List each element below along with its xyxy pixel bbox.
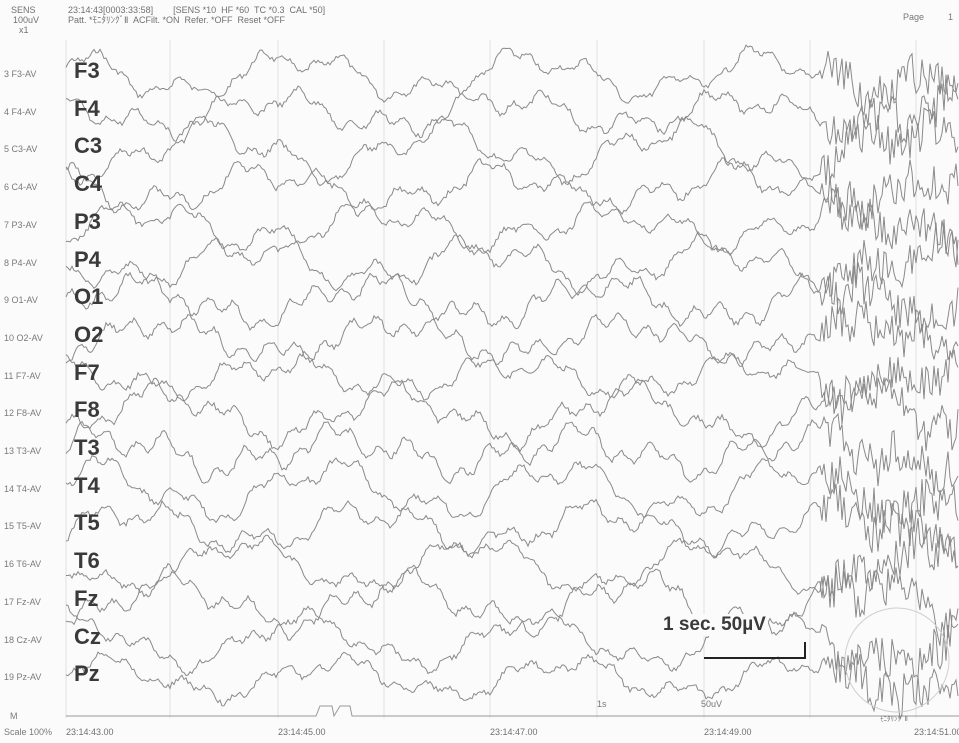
channel-label: 15 T5-AV [4,521,42,532]
channel-label: 3 F3-AV [4,69,37,79]
electrode-name: F8 [74,397,100,423]
electrode-name: C3 [74,133,103,159]
eeg-trace [65,349,959,414]
electrode-name: F7 [74,359,100,385]
electrode-name: F3 [74,58,100,83]
montage-mark: ﾓﾆﾀﾘﾝｸﾞⅡ [880,716,908,723]
header-line-2: Patt. *ﾓﾆﾀﾘﾝｸﾞⅡ ACFilt. *ON Refer. *OFF … [68,15,285,25]
time-label-3: 23:14:49.00 [704,727,752,737]
marker-label: M [10,711,18,721]
channel-label: 10 O2-AV [4,332,43,343]
scale-bar-vertical [804,642,806,658]
channel-label: 7 P3-AV [4,219,37,230]
page-label: Page [903,12,925,22]
electrode-name: C4 [74,171,103,197]
eeg-trace [65,262,959,333]
eeg-trace [65,107,959,187]
electrode-name: F4 [74,95,100,121]
eeg-trace [65,455,959,533]
time-label-0: 23:14:43.00 [66,727,114,737]
marker-trace [66,705,959,718]
channel-label: 17 Fz-AV [4,596,41,607]
electrode-name: O2 [74,321,104,347]
time-label-2: 23:14:47.00 [490,727,538,737]
eeg-trace [65,157,959,233]
eeg-trace [66,517,959,600]
electrode-name: Fz [74,585,99,611]
electrode-name: P4 [74,246,101,272]
sens-value: 100uV [13,15,40,25]
time-label-4: 23:14:51.00 [914,727,959,737]
electrode-name: Pz [74,661,100,687]
header-line-1: 23:14:43[0003:33:58] [SENS *10 HF *60 TC… [68,5,326,15]
eeg-trace [65,650,959,720]
channel-label: 11 F7-AV [4,370,41,381]
scale-label: Scale 100% [4,727,53,737]
eeg-trace [65,297,959,367]
channel-label: 9 O1-AV [4,295,38,306]
sens-multiplier: x1 [19,25,29,35]
electrode-name: T4 [74,472,100,498]
channel-label: 8 P4-AV [4,257,37,268]
channel-label: 19 Pz-AV [4,672,42,683]
fifty-uv-mark: 50uV [701,699,723,709]
one-second-mark: 1s [597,699,607,709]
scale-bar-horizontal [704,657,806,659]
electrode-name: T5 [74,510,100,536]
electrode-name: Cz [74,623,101,649]
electrode-name: T6 [74,548,100,574]
channel-label: 18 Cz-AV [4,634,42,645]
page-number: 1 [948,12,954,22]
head-diagram [844,607,950,713]
electrode-name: T3 [74,435,100,460]
channel-label: 12 F8-AV [4,408,42,419]
eeg-trace [65,219,959,306]
eeg-trace [65,74,959,146]
channel-label: 4 F4-AV [4,106,37,117]
channel-label: 14 T4-AV [4,483,42,494]
channel-label: 16 T6-AV [4,559,42,570]
electrode-name: O1 [74,284,104,310]
eeg-trace [65,44,959,117]
channel-label: 13 T3-AV [4,446,42,456]
channel-label: 5 C3-AV [4,144,38,155]
eeg-trace [65,604,959,683]
eeg-trace [65,483,959,571]
eeg-trace [65,181,959,268]
time-label-1: 23:14:45.00 [278,727,326,737]
electrode-name: P3 [74,208,101,234]
channel-label: 6 C4-AV [4,182,38,193]
scale-bar-label: 1 sec. 50µV [661,614,768,636]
sens-title: SENS [11,5,36,15]
eeg-trace [65,562,959,646]
eeg-trace [65,412,959,496]
